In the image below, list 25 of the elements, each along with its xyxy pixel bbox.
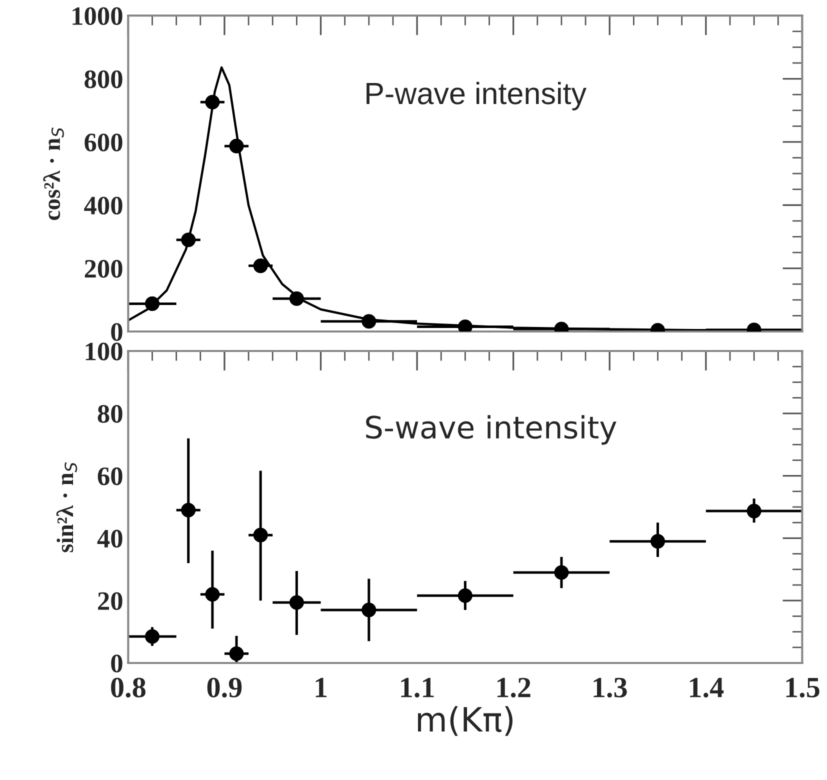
y-tick-label: 1000 [72,7,122,26]
annotation: P-wave intensity [366,82,586,110]
x-tick-label: 0.9 [207,678,242,698]
y-tick-label: 800 [84,70,122,88]
x-tick-label: 1 [316,678,327,698]
y-tick-label: 40 [97,530,122,548]
y-tick-label: 80 [98,405,122,423]
y-tick-label: 200 [84,260,122,278]
x-tick-label: 0.8 [111,678,146,698]
y-tick-label: 0 [111,654,122,672]
y-tick-label: 100 [86,342,122,360]
x-tick-label: 1.2 [497,678,530,698]
y-tick-label: 0 [111,323,122,341]
x-tick-label: 1.3 [594,678,627,698]
x-tick-label: 1.4 [690,678,724,698]
y-axis-title: sin²λ · n$_{S}$ [56,462,78,552]
y-tick-label: 20 [98,592,122,610]
y-tick-label: 400 [84,196,122,215]
x-axis-title: m(Kπ) [418,706,513,736]
x-tick-label: 1.5 [786,678,820,698]
y-tick-label: 60 [98,467,122,486]
y-tick-label: 600 [84,134,122,152]
annotation: S-wave intensity [366,415,616,445]
y-axis-title: cos²λ · n$_{S}$ [43,128,64,220]
x-tick-label: 1.1 [401,678,434,698]
